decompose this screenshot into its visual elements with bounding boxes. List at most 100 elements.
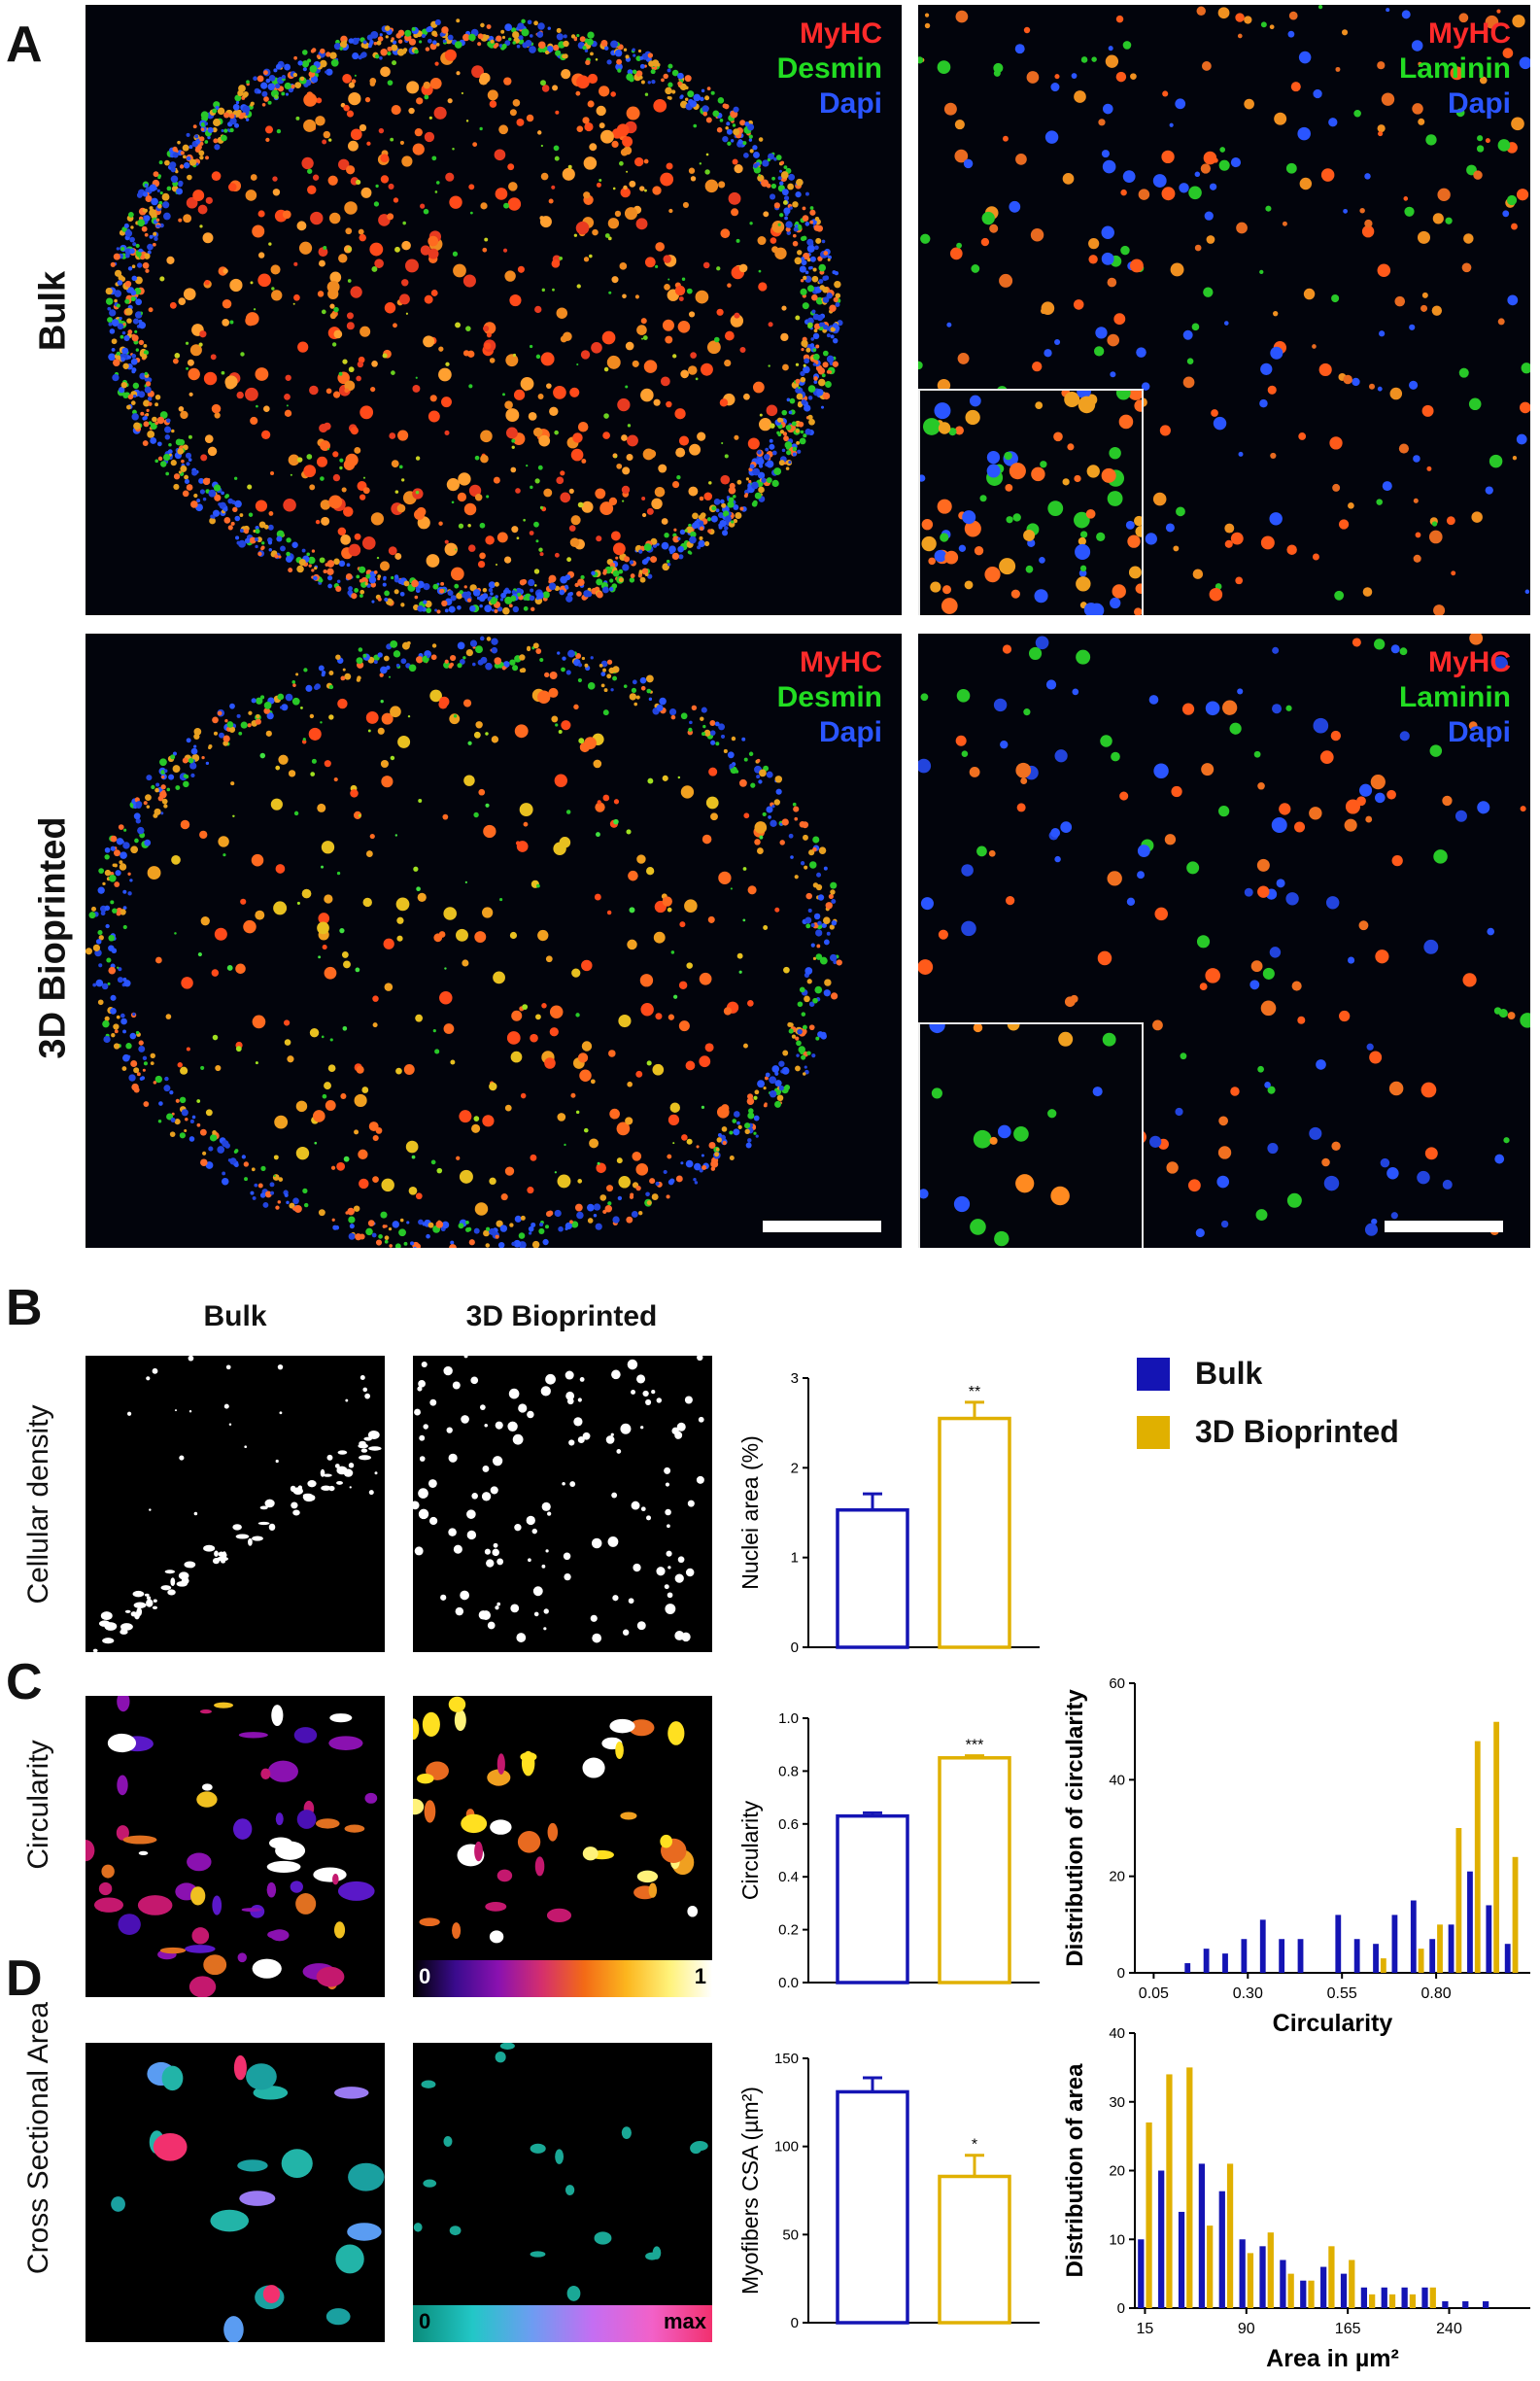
tissue-texture [105, 18, 843, 615]
y-tick-label: 40 [1109, 2025, 1125, 2042]
stain-label: MyHC [799, 646, 882, 678]
row-label-cellular-density: Cellular density [22, 1404, 54, 1605]
mask-texture [92, 1356, 382, 1652]
x-tick-label: 15 [1137, 2321, 1154, 2337]
y-axis-label: Distribution of area [1062, 2063, 1088, 2278]
bar [938, 2174, 1011, 2325]
row-label-csa: Cross Sectional Area [22, 2001, 54, 2275]
inset-image [920, 1024, 1116, 1247]
histogram-bar [1222, 1953, 1228, 1973]
stain-label: Laminin [1398, 681, 1511, 713]
panel-letter-c: C [6, 1654, 43, 1710]
histogram-bar [1369, 2294, 1376, 2308]
histogram-bar [1146, 2122, 1152, 2308]
histogram-bar [1259, 1919, 1266, 1973]
bar [836, 2089, 909, 2325]
histogram-bar [1320, 2266, 1327, 2308]
bar [938, 1756, 1011, 1984]
histogram-bar [1279, 1939, 1285, 1973]
inset-image [920, 391, 1142, 615]
histogram-bar [1340, 2273, 1348, 2308]
x-axis-label: Circularity [1273, 2010, 1393, 2037]
csa-map-image [111, 2054, 385, 2342]
histogram-bar [1401, 2287, 1408, 2308]
circularity-image-bulk [86, 1696, 385, 1997]
histogram-bar [1474, 1741, 1481, 1973]
histogram-bar [1158, 2170, 1165, 2308]
zoom-inset [918, 389, 1144, 615]
tissue-section-image [86, 636, 842, 1248]
row-label-bioprinted: 3D Bioprinted [32, 816, 74, 1059]
stain-label: Dapi [1447, 716, 1511, 748]
y-tick-label: 100 [774, 2139, 799, 2156]
chart-nuclei-area: 0 1 2 3 Nuclei area (%) ** [738, 1370, 1040, 1656]
map-texture [413, 2043, 708, 2301]
histogram-bar [1391, 1915, 1398, 1973]
tissue-section-image [918, 634, 1530, 1238]
bar [836, 1507, 909, 1649]
y-tick-label: 2 [791, 1460, 799, 1476]
histogram-bar [1297, 1939, 1304, 1973]
colorbar-circularity: 0 1 [413, 1960, 712, 1997]
histogram-bar [1300, 2280, 1307, 2308]
histogram-bar [1512, 1856, 1519, 1973]
circularity-image-bioprinted: 0 1 [413, 1696, 712, 1997]
histogram-bar [1218, 2191, 1225, 2308]
y-tick-label: 10 [1109, 2231, 1125, 2248]
y-tick-label: 0 [1117, 2300, 1125, 2317]
histogram-bar [1467, 1871, 1473, 1973]
histogram-bar [1437, 1924, 1443, 1973]
legend-label: Bulk [1195, 1356, 1263, 1391]
y-tick-label: 40 [1109, 1772, 1125, 1788]
micrograph-bulk-desmin: MyHC Desmin Dapi [86, 5, 902, 615]
y-axis-label: Distribution of circularity [1062, 1689, 1088, 1967]
histogram-bar [1239, 2239, 1246, 2308]
chart-myofiber-csa: 0 50 100 150 Myofibers CSA (µm²) * [738, 2051, 1040, 2331]
zoom-inset [918, 1022, 1144, 1248]
stain-label: MyHC [1427, 17, 1511, 50]
histogram-bar [1409, 2294, 1417, 2308]
column-header-bioprinted: 3D Bioprinted [465, 1300, 658, 1332]
y-tick-label: 60 [1109, 1675, 1125, 1692]
bar [836, 1813, 909, 1984]
y-tick-label: 0.8 [778, 1763, 799, 1779]
y-tick-label: 0 [1117, 1965, 1125, 1982]
y-tick-label: 0.4 [778, 1869, 799, 1885]
y-tick-label: 1 [791, 1550, 799, 1567]
histogram-bar [1482, 2300, 1489, 2308]
micrograph-bulk-laminin: MyHC Laminin Dapi [918, 5, 1530, 615]
stain-label: Dapi [1447, 87, 1511, 120]
axis [1134, 1683, 1530, 1974]
histogram-bar [1226, 2163, 1234, 2308]
y-tick-label: 0.0 [778, 1975, 799, 1991]
histogram-bar [1462, 2300, 1469, 2308]
row-label-circularity: Circularity [22, 1740, 54, 1870]
x-tick-label: 0.05 [1139, 1985, 1169, 2002]
histogram-bar [1203, 1949, 1210, 1973]
x-tick-label: 240 [1436, 2321, 1462, 2337]
histogram-bar [1493, 1721, 1500, 1973]
micrograph-bioprinted-laminin: MyHC Laminin Dapi [918, 634, 1530, 1248]
nuclei-mask-image [413, 1356, 704, 1643]
y-tick-label: 20 [1109, 2163, 1125, 2180]
bar [938, 1416, 1011, 1649]
map-texture [86, 1696, 378, 1997]
y-tick-label: 1.0 [778, 1710, 799, 1727]
histogram-bar [1178, 2211, 1185, 2308]
x-tick-label: 0.30 [1233, 1985, 1263, 2002]
x-tick-label: 90 [1238, 2321, 1255, 2337]
histogram-bar [1360, 2287, 1368, 2308]
histogram-bar [1380, 1958, 1386, 1973]
histogram-bar [1138, 2239, 1145, 2308]
histogram-bar [1287, 2273, 1294, 2308]
panel-letter-d: D [6, 1950, 43, 2007]
histogram-bar [1410, 1900, 1417, 1973]
legend-swatch-bioprinted [1137, 1415, 1170, 1449]
stain-label: Dapi [818, 87, 882, 120]
histogram-bar [1267, 2232, 1274, 2308]
x-axis-label: Area in µm² [1266, 2345, 1399, 2372]
scale-bar [1385, 1221, 1503, 1232]
colorbar-min: 0 [419, 1964, 431, 1988]
y-tick-label: 0 [791, 2315, 799, 2331]
csa-map-image [413, 2043, 708, 2301]
